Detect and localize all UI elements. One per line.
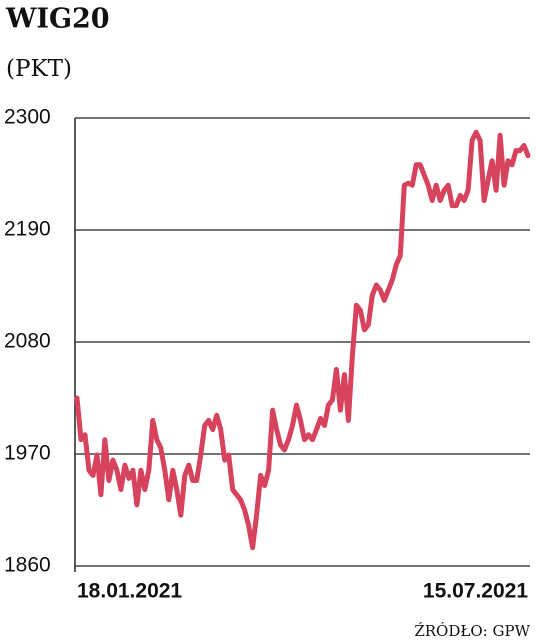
y-tick-label: 2190 xyxy=(4,218,51,241)
chart-title: WIG20 xyxy=(5,4,110,35)
source: ŹRÓDŁO: GPW xyxy=(414,622,530,640)
y-tick-label: 1860 xyxy=(4,554,51,577)
y-tick-label: 2300 xyxy=(4,106,51,129)
x-tick-label: 18.01.2021 xyxy=(77,580,182,603)
y-tick-label: 1970 xyxy=(4,442,51,465)
y-tick-label: 2080 xyxy=(4,330,51,353)
chart-subtitle: (PKT) xyxy=(6,56,72,82)
x-tick-label: 15.07.2021 xyxy=(423,580,528,603)
line xyxy=(74,129,531,551)
